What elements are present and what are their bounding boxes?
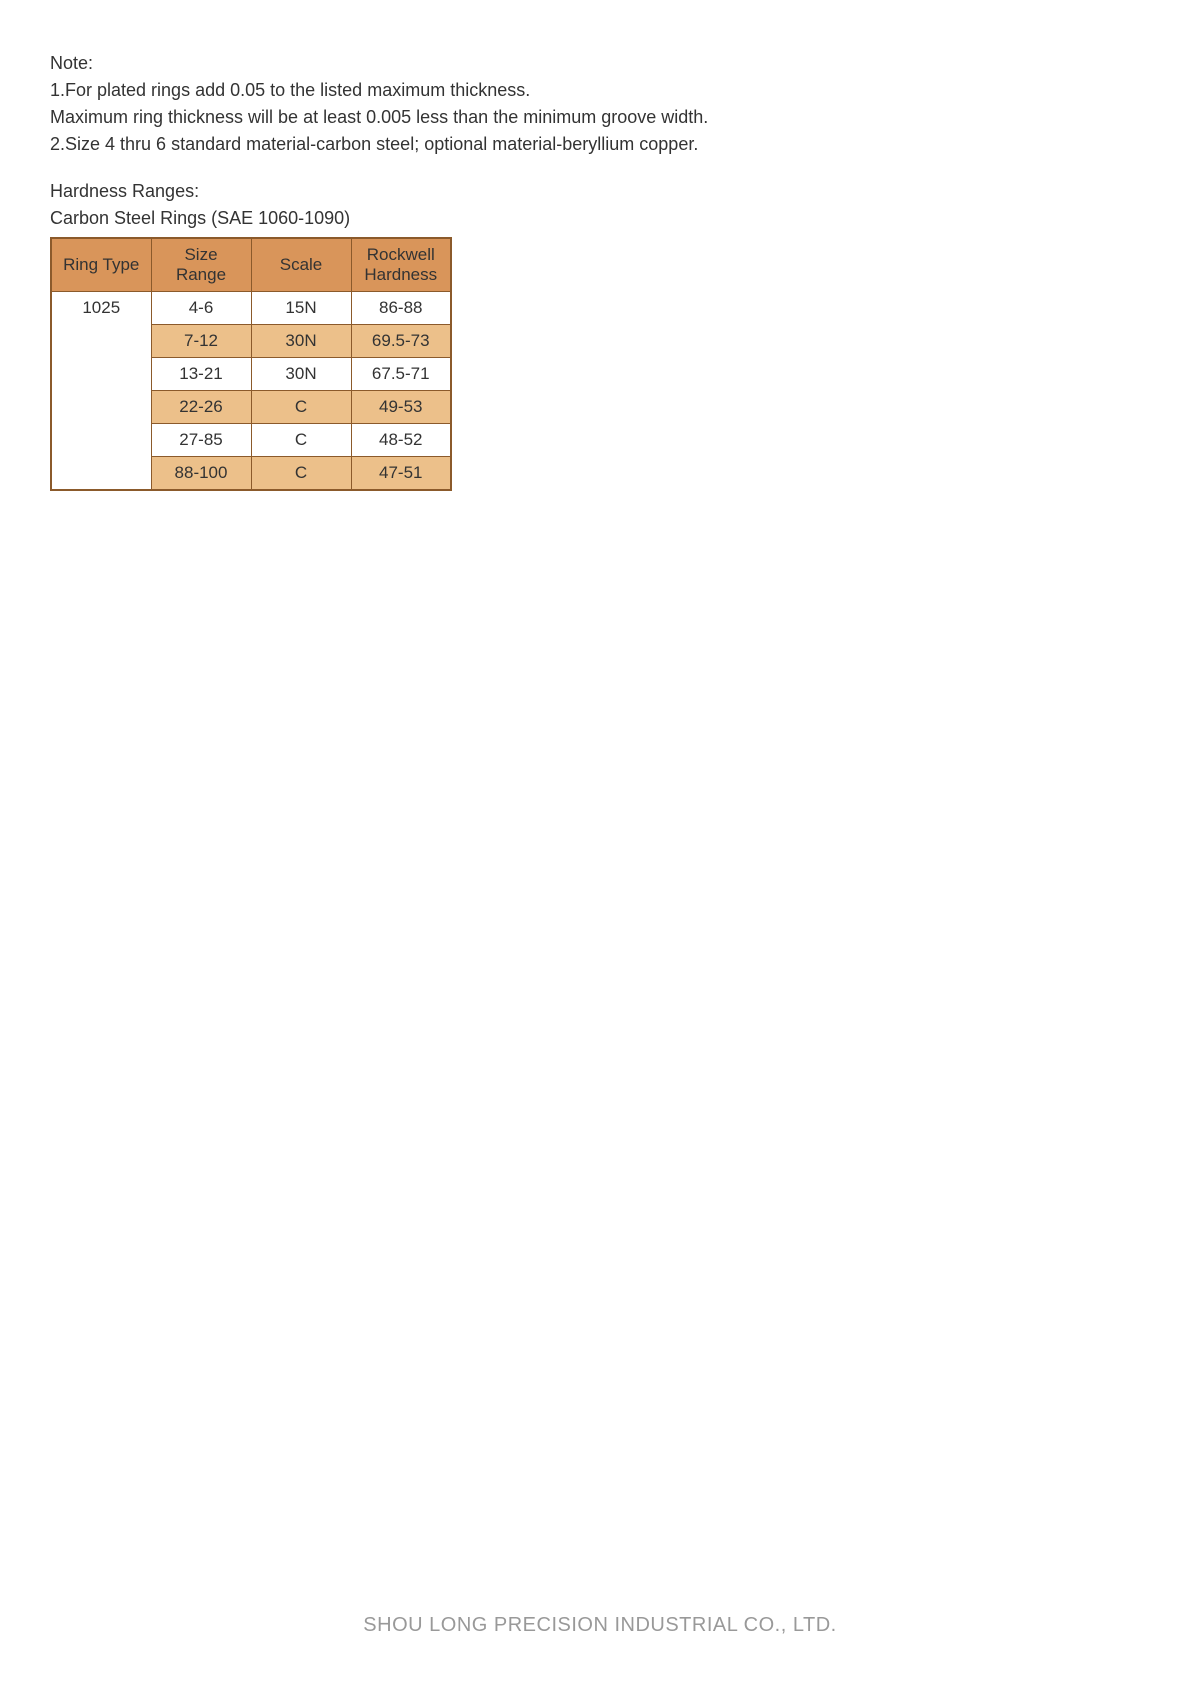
cell-ring-type: 1025 (51, 292, 151, 491)
header-scale: Scale (251, 238, 351, 292)
header-ring-type: Ring Type (51, 238, 151, 292)
table-row: 10254-615N86-88 (51, 292, 451, 325)
cell-hardness: 48-52 (351, 424, 451, 457)
cell-size-range: 13-21 (151, 358, 251, 391)
hardness-subtitle: Carbon Steel Rings (SAE 1060-1090) (50, 205, 1150, 232)
cell-hardness: 69.5-73 (351, 325, 451, 358)
note-section: Note: 1.For plated rings add 0.05 to the… (50, 50, 1150, 158)
cell-hardness: 67.5-71 (351, 358, 451, 391)
note-line-2: Maximum ring thickness will be at least … (50, 104, 1150, 131)
note-title: Note: (50, 50, 1150, 77)
cell-scale: C (251, 457, 351, 491)
note-line-1: 1.For plated rings add 0.05 to the liste… (50, 77, 1150, 104)
cell-size-range: 88-100 (151, 457, 251, 491)
header-size-range: Size Range (151, 238, 251, 292)
footer-company: SHOU LONG PRECISION INDUSTRIAL CO., LTD. (0, 1614, 1200, 1637)
cell-scale: 30N (251, 358, 351, 391)
hardness-title: Hardness Ranges: (50, 178, 1150, 205)
header-rockwell-hardness: Rockwell Hardness (351, 238, 451, 292)
hardness-header: Hardness Ranges: Carbon Steel Rings (SAE… (50, 178, 1150, 232)
cell-scale: C (251, 391, 351, 424)
cell-scale: C (251, 424, 351, 457)
cell-hardness: 47-51 (351, 457, 451, 491)
note-line-3: 2.Size 4 thru 6 standard material-carbon… (50, 131, 1150, 158)
table-header-row: Ring Type Size Range Scale Rockwell Hard… (51, 238, 451, 292)
cell-hardness: 49-53 (351, 391, 451, 424)
cell-scale: 15N (251, 292, 351, 325)
cell-size-range: 4-6 (151, 292, 251, 325)
cell-size-range: 22-26 (151, 391, 251, 424)
cell-size-range: 27-85 (151, 424, 251, 457)
cell-hardness: 86-88 (351, 292, 451, 325)
cell-scale: 30N (251, 325, 351, 358)
cell-size-range: 7-12 (151, 325, 251, 358)
hardness-table: Ring Type Size Range Scale Rockwell Hard… (50, 237, 452, 491)
